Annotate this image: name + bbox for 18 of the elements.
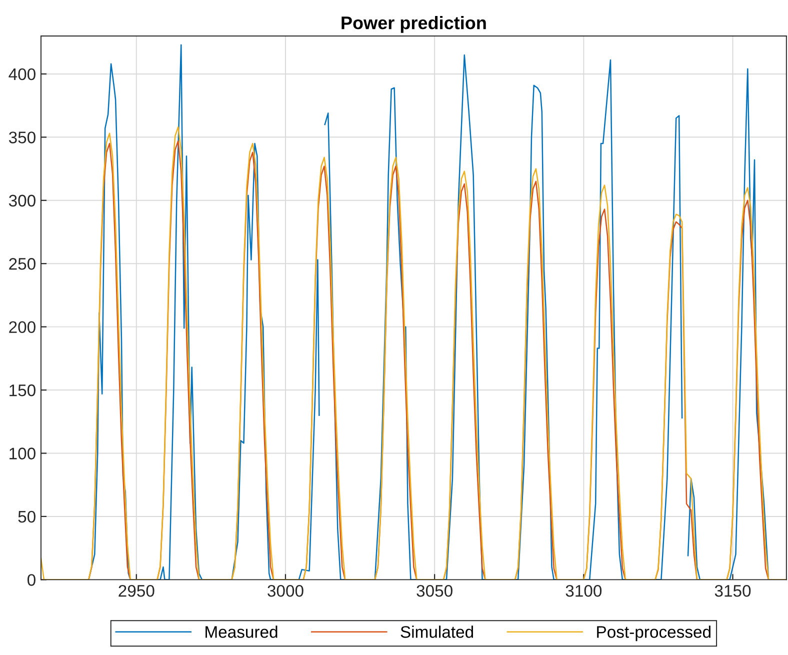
legend-label: Simulated — [400, 626, 474, 638]
x-tick-label: 2950 — [118, 584, 154, 597]
y-tick-label: 50 — [18, 510, 36, 523]
chart-title: Power prediction — [342, 16, 486, 33]
y-tick-label: 250 — [9, 258, 36, 270]
x-tick-label: 3000 — [268, 584, 304, 597]
y-tick-label: 300 — [8, 194, 36, 207]
x-tick-label: 3050 — [416, 584, 452, 597]
y-tick-label: 0 — [28, 574, 36, 586]
legend-label: Measured — [206, 626, 278, 638]
y-tick-label: 350 — [8, 132, 36, 144]
x-tick-label: 3150 — [714, 584, 751, 597]
x-tick-label: 3100 — [566, 584, 602, 597]
y-tick-label: 200 — [9, 321, 36, 334]
y-tick-label: 400 — [8, 68, 36, 80]
y-tick-label: 100 — [10, 448, 36, 460]
y-tick-label: 150 — [10, 384, 36, 396]
legend-label: Post-processed — [597, 626, 710, 642]
